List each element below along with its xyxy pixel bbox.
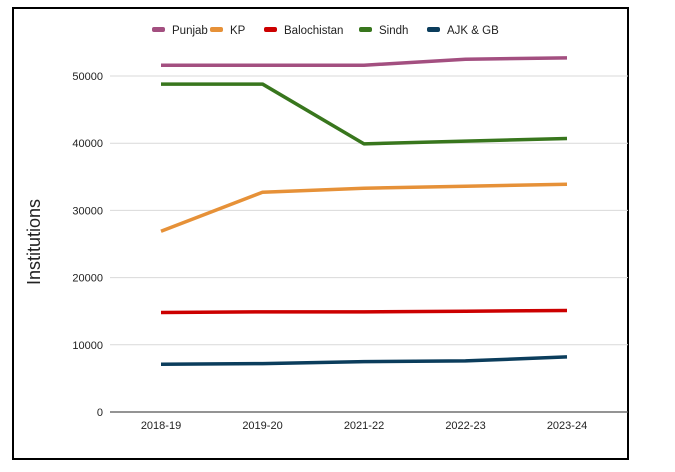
x-tick-label: 2022-23	[445, 420, 485, 432]
series-line-balochistan	[160, 308, 568, 315]
legend-label: KP	[230, 25, 246, 37]
y-tick-label: 50000	[72, 71, 103, 83]
legend-label: AJK & GB	[447, 25, 499, 37]
y-tick-label: 40000	[72, 138, 103, 150]
legend-label: Punjab	[172, 25, 208, 37]
y-tick-label: 0	[97, 407, 103, 419]
y-tick-label: 20000	[72, 273, 103, 285]
x-tick-label: 2018-19	[141, 420, 181, 432]
legend-swatch	[359, 27, 372, 32]
x-tick-label: 2023-24	[547, 420, 587, 432]
series-line-sindh	[161, 82, 568, 146]
legend-label: Balochistan	[284, 25, 343, 37]
x-tick-label: 2021-22	[344, 420, 384, 432]
x-tick-label: 2019-20	[242, 420, 282, 432]
legend-swatch	[210, 27, 223, 32]
y-tick-labels: 0 10000 20000 30000 40000 50000	[72, 71, 103, 419]
legend-label: Sindh	[379, 25, 408, 37]
series-line-kp	[160, 182, 568, 233]
y-tick-label: 10000	[72, 340, 103, 352]
series-lines	[160, 56, 568, 367]
legend-swatch	[264, 27, 277, 32]
series-line-ajk-gb	[160, 355, 568, 367]
legend-swatch	[152, 27, 165, 32]
legend-swatch	[427, 27, 440, 32]
x-tick-labels: 2018-19 2019-20 2021-22 2022-23 2023-24	[141, 420, 587, 432]
series-line-punjab	[161, 56, 568, 67]
legend: Punjab KP Balochistan Sindh AJK & GB	[152, 25, 499, 37]
y-tick-label: 30000	[72, 205, 103, 217]
gridlines	[110, 75, 628, 413]
y-axis-label: Institutions	[24, 199, 44, 285]
chart-frame	[12, 7, 629, 460]
